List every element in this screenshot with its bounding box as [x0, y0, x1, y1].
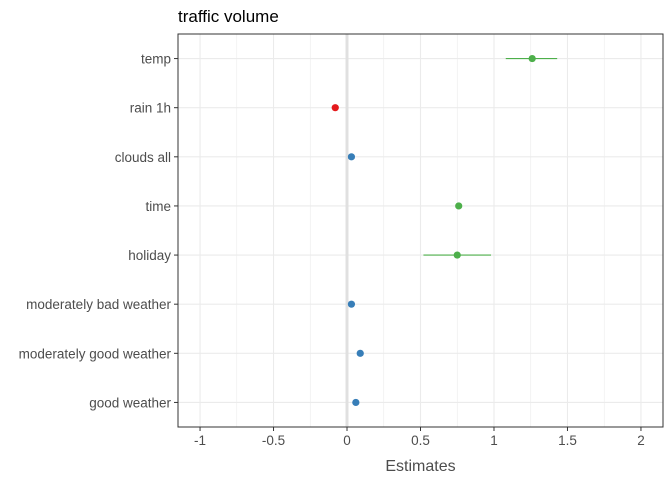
x-tick-label: -0.5	[262, 433, 285, 448]
estimate-point	[347, 153, 356, 161]
y-axis: temp rain 1h clouds all time holiday moderate…	[19, 52, 178, 410]
estimate-point	[453, 251, 461, 259]
x-axis: -1 -0.5 0 0.5 1 1.5 2	[194, 427, 645, 448]
x-tick-label: 2	[637, 433, 645, 448]
chart-title: traffic volume	[178, 7, 279, 26]
y-tick-label: moderately bad weather	[26, 297, 171, 312]
y-tick-label: moderately good weather	[19, 346, 172, 361]
x-tick-label: 0.5	[411, 433, 430, 448]
x-tick-label: 1.5	[558, 433, 577, 448]
x-tick-label: 1	[490, 433, 498, 448]
estimate-point	[331, 104, 339, 112]
x-axis-title: Estimates	[385, 458, 455, 475]
estimate-point	[528, 54, 536, 63]
y-tick-label: rain 1h	[130, 101, 171, 116]
estimate-point	[347, 300, 356, 308]
y-tick-label: clouds all	[115, 150, 171, 165]
x-tick-label: -1	[194, 433, 206, 448]
estimate-point	[356, 349, 364, 357]
y-tick-label: good weather	[89, 395, 171, 410]
y-tick-label: time	[145, 199, 171, 214]
estimates	[331, 54, 558, 407]
plot-border	[177, 33, 664, 428]
y-tick-label: temp	[141, 52, 171, 67]
estimate-point	[352, 398, 360, 407]
x-tick-label: 0	[343, 433, 351, 448]
y-tick-label: holiday	[128, 248, 171, 263]
estimate-point	[455, 202, 463, 210]
